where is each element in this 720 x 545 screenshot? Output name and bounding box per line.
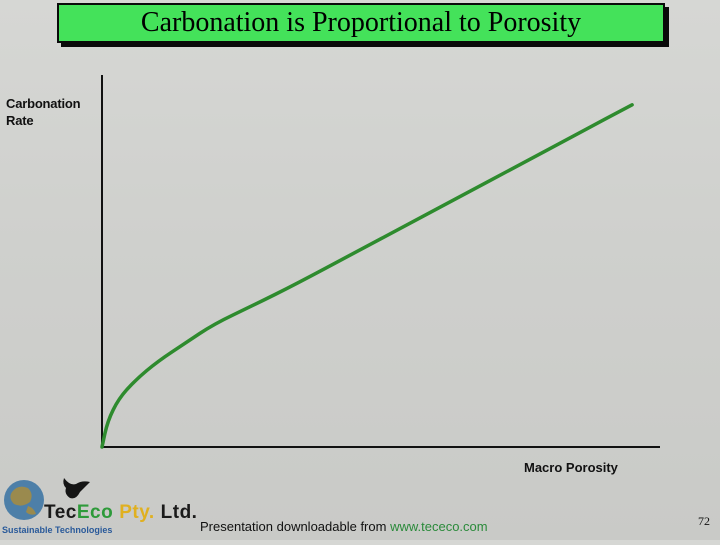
- y-axis-label: Carbonation Rate: [6, 96, 81, 128]
- series-line-0: [100, 103, 634, 449]
- bird-icon: [63, 478, 90, 499]
- logo-brand: TecEco Pty. Ltd.: [44, 502, 197, 524]
- x-axis-label: Macro Porosity: [524, 460, 618, 475]
- page-number: 72: [698, 514, 710, 528]
- globe-logo-icon: [4, 478, 90, 520]
- slide-title-box: Carbonation is Proportional to Porosity: [57, 3, 665, 43]
- footer: Presentation downloadable from www.tecec…: [200, 519, 488, 534]
- logo-brand-eco: Eco: [76, 502, 114, 523]
- logo-tagline: Sustainable Technologies: [2, 525, 113, 535]
- logo-brand-ltd: Ltd.: [160, 502, 198, 523]
- footer-text: Presentation downloadable from: [200, 519, 391, 534]
- footer-link[interactable]: www.tececo.com: [390, 519, 488, 534]
- slide-title: Carbonation is Proportional to Porosity: [140, 7, 582, 38]
- logo-brand-tec: Tec: [44, 502, 77, 523]
- logo-brand-pty: Pty.: [119, 502, 155, 523]
- company-logo: TecEco Pty. Ltd. Sustainable Technologies: [0, 470, 210, 540]
